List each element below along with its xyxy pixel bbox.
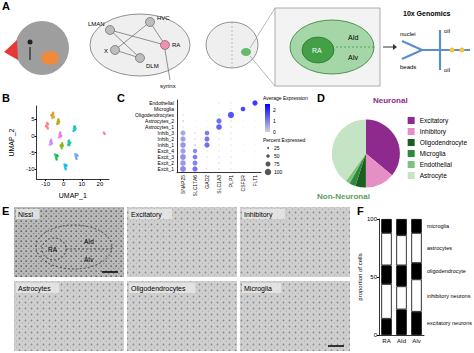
html-text:B: B bbox=[2, 92, 10, 104]
svg-text:oil: oil bbox=[444, 28, 450, 34]
svg-text:Non-Neuronal: Non-Neuronal bbox=[317, 192, 370, 201]
html-text:F: F bbox=[357, 205, 364, 217]
svg-text:Excitatory: Excitatory bbox=[131, 211, 162, 219]
html-text:C: C bbox=[117, 92, 125, 104]
svg-text:X: X bbox=[104, 48, 108, 54]
svg-text:RA: RA bbox=[48, 246, 58, 253]
svg-text:SLC17A6: SLC17A6 bbox=[192, 175, 198, 197]
svg-text:0: 0 bbox=[62, 181, 66, 187]
svg-text:Excit_2: Excit_2 bbox=[157, 160, 174, 166]
svg-text:Oligodendrocytes: Oligodendrocytes bbox=[131, 285, 186, 293]
svg-text:Inhib_1: Inhib_1 bbox=[157, 142, 174, 148]
svg-text:-10: -10 bbox=[26, 166, 35, 172]
svg-text:50: 50 bbox=[370, 274, 377, 280]
svg-text:100: 100 bbox=[274, 169, 283, 175]
html-text:D: D bbox=[317, 92, 325, 104]
svg-text:Astrocytes_1: Astrocytes_1 bbox=[145, 124, 174, 130]
svg-text:10: 10 bbox=[78, 181, 85, 187]
svg-text:Average Expression: Average Expression bbox=[263, 95, 308, 101]
svg-text:proportion of cells: proportion of cells bbox=[357, 253, 363, 300]
svg-text:Excit_4: Excit_4 bbox=[157, 148, 174, 154]
svg-text:25: 25 bbox=[274, 145, 280, 151]
svg-text:Endothelial: Endothelial bbox=[420, 161, 453, 168]
svg-text:Microglia: Microglia bbox=[420, 150, 446, 158]
svg-text:0: 0 bbox=[374, 332, 378, 338]
svg-text:Inhibitory: Inhibitory bbox=[244, 211, 273, 219]
svg-text:Inhib_2: Inhib_2 bbox=[157, 136, 174, 142]
svg-text:2: 2 bbox=[273, 107, 276, 113]
svg-text:Microglia: Microglia bbox=[154, 106, 174, 112]
svg-text:AIv: AIv bbox=[348, 54, 359, 61]
svg-text:AId: AId bbox=[397, 338, 406, 344]
svg-text:SNAP25: SNAP25 bbox=[180, 175, 186, 194]
svg-text:50: 50 bbox=[274, 153, 280, 159]
svg-text:astrocytes: astrocytes bbox=[427, 245, 452, 251]
svg-text:oligodendrocyte: oligodendrocyte bbox=[427, 268, 466, 274]
svg-text:PLP1: PLP1 bbox=[228, 175, 234, 187]
html-text:E: E bbox=[2, 205, 10, 217]
svg-text:beads: beads bbox=[400, 64, 416, 70]
svg-text:Excitatory: Excitatory bbox=[420, 117, 449, 125]
svg-text:Endothelial: Endothelial bbox=[149, 100, 174, 106]
svg-text:FLT1: FLT1 bbox=[252, 175, 258, 187]
svg-text:nuclei: nuclei bbox=[400, 31, 416, 37]
svg-text:Oligodendrocytes: Oligodendrocytes bbox=[135, 112, 174, 118]
svg-text:inhibitory neurons: inhibitory neurons bbox=[427, 293, 471, 299]
svg-text:UMAP_2: UMAP_2 bbox=[8, 128, 16, 156]
svg-text:UMAP_1: UMAP_1 bbox=[59, 192, 87, 200]
svg-text:0: 0 bbox=[273, 129, 276, 135]
svg-text:SLC1A3: SLC1A3 bbox=[216, 175, 222, 194]
svg-text:20: 20 bbox=[97, 181, 104, 187]
svg-text:Inhib_3: Inhib_3 bbox=[157, 130, 174, 136]
svg-text:Excit_3: Excit_3 bbox=[157, 154, 174, 160]
svg-text:Astrocytes_2: Astrocytes_2 bbox=[145, 118, 174, 124]
svg-text:75: 75 bbox=[274, 161, 280, 167]
svg-text:excitatory neurons: excitatory neurons bbox=[427, 320, 472, 326]
svg-text:-5: -5 bbox=[29, 150, 35, 156]
html-text:A: A bbox=[2, 0, 10, 12]
svg-text:Nissl: Nissl bbox=[18, 211, 34, 218]
svg-text:10x Genomics: 10x Genomics bbox=[403, 10, 451, 17]
svg-text:Oligodendrocyte: Oligodendrocyte bbox=[420, 139, 468, 147]
svg-text:Percent Expressed: Percent Expressed bbox=[263, 137, 305, 143]
svg-text:AId: AId bbox=[84, 238, 94, 245]
svg-text:CSF1R: CSF1R bbox=[240, 175, 246, 192]
svg-text:Excit_1: Excit_1 bbox=[158, 166, 175, 172]
svg-text:microglia: microglia bbox=[427, 223, 450, 229]
svg-text:Inhibitory: Inhibitory bbox=[420, 128, 447, 136]
svg-text:Neuronal: Neuronal bbox=[373, 96, 408, 105]
svg-text:0: 0 bbox=[31, 133, 35, 139]
svg-text:1: 1 bbox=[273, 118, 276, 124]
svg-text:HVC: HVC bbox=[157, 15, 170, 21]
svg-text:AId: AId bbox=[348, 34, 359, 41]
svg-text:LMAN: LMAN bbox=[88, 21, 105, 27]
svg-text:DLM: DLM bbox=[146, 63, 159, 69]
svg-text:Astrocytes: Astrocytes bbox=[18, 285, 51, 293]
svg-text:syrinx: syrinx bbox=[160, 83, 176, 89]
svg-text:5: 5 bbox=[31, 116, 35, 122]
svg-text:100: 100 bbox=[367, 216, 378, 222]
svg-text:Astrocyte: Astrocyte bbox=[420, 172, 447, 180]
svg-text:AIv: AIv bbox=[412, 338, 421, 344]
svg-text:Microglia: Microglia bbox=[244, 285, 272, 293]
svg-text:oil: oil bbox=[444, 67, 450, 73]
svg-text:RA: RA bbox=[312, 47, 322, 54]
svg-text:GAD2: GAD2 bbox=[204, 175, 210, 189]
svg-text:-10: -10 bbox=[41, 181, 50, 187]
svg-text:AIv: AIv bbox=[84, 256, 94, 263]
svg-text:RA: RA bbox=[172, 42, 180, 48]
svg-text:RA: RA bbox=[382, 338, 390, 344]
